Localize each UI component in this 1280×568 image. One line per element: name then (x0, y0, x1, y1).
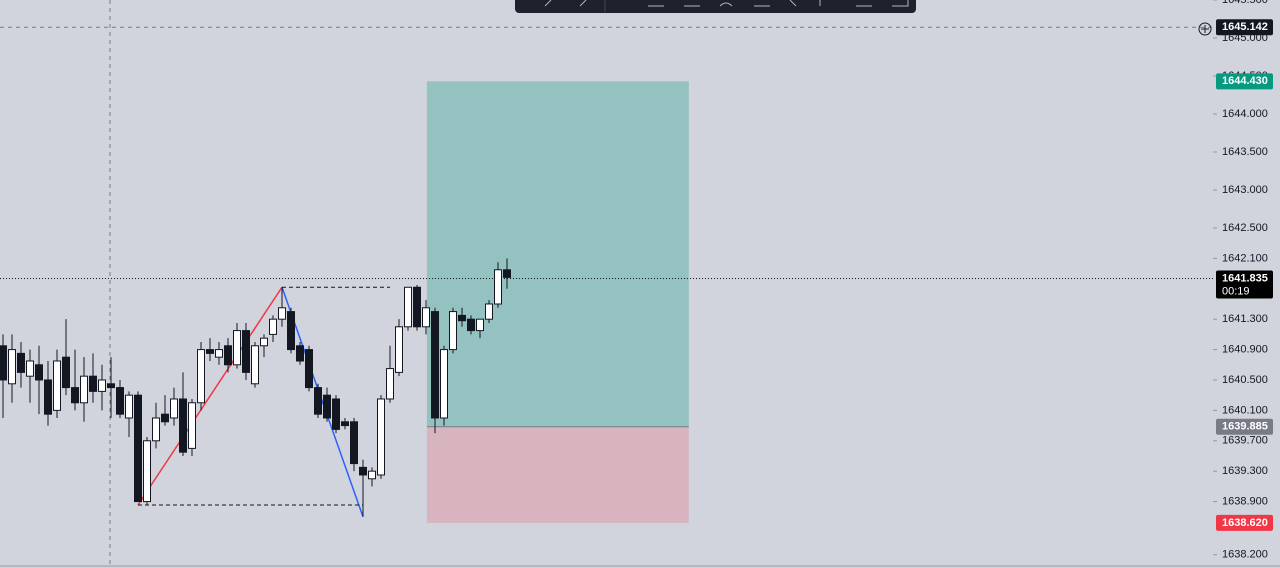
candle-body (251, 345, 259, 385)
y-tick-label: 1643.500 (1222, 146, 1268, 158)
crosshair-plus[interactable] (1198, 22, 1212, 36)
candle-body (449, 311, 457, 351)
price-badge-label: 1639.885 (1222, 421, 1268, 433)
price-badge-label: 1644.430 (1222, 75, 1268, 87)
drawing-toolbar[interactable] (515, 0, 916, 13)
candle-body (458, 314, 466, 322)
candle-body (152, 417, 160, 442)
price-badge (1216, 514, 1273, 531)
candle-body (332, 398, 340, 430)
candle-body (440, 349, 448, 419)
candle-body (170, 398, 178, 419)
candle-body (125, 394, 133, 419)
y-tick-label: 1643.000 (1222, 184, 1268, 196)
candle-body (44, 379, 52, 415)
price-badge (1216, 73, 1273, 90)
candle-body (8, 349, 16, 385)
candle-body (359, 466, 367, 476)
candle-body (296, 345, 304, 362)
candle-body (386, 368, 394, 400)
candle-body (0, 345, 7, 381)
candle-body (278, 307, 286, 320)
position-loss (426, 426, 689, 523)
candle-body (314, 387, 322, 415)
candle-body (260, 337, 268, 347)
candle-body (26, 360, 34, 377)
candle-body (305, 349, 313, 389)
toolbar-icons (544, 0, 909, 7)
y-tick-label: 1641.300 (1222, 313, 1268, 325)
candle-body (35, 364, 43, 381)
price-badge-label: 1641.835 (1222, 272, 1268, 284)
candle-body (350, 421, 358, 465)
candle-body (233, 330, 241, 366)
candle-body (395, 326, 403, 373)
y-tick-label: 1639.300 (1222, 465, 1268, 477)
price-badge (1216, 418, 1273, 435)
candle-body (143, 440, 151, 503)
price-badge (1216, 270, 1273, 299)
y-tick-label: 1640.100 (1222, 404, 1268, 416)
candle-body (503, 269, 511, 278)
candle-body (53, 360, 61, 411)
zigzag-leg (281, 287, 364, 518)
candle-body (17, 352, 25, 373)
y-tick-label: 1645.500 (1222, 0, 1268, 6)
candle-body (62, 356, 70, 389)
candle-body (485, 303, 493, 320)
candle-body (161, 413, 169, 423)
y-tick-label: 1638.900 (1222, 495, 1268, 507)
y-tick-label: 1640.500 (1222, 374, 1268, 386)
candle-body (179, 398, 187, 453)
candle-body (404, 286, 412, 328)
candle-body (98, 379, 106, 392)
candle-body (287, 311, 295, 351)
y-tick-label: 1644.000 (1222, 108, 1268, 120)
candle-body (242, 330, 250, 373)
price-badge (1216, 19, 1273, 36)
candle-body (368, 470, 376, 480)
zigzag-leg (137, 286, 283, 506)
y-tick-label: 1640.900 (1222, 343, 1268, 355)
candle-body (431, 311, 439, 419)
candle-body (188, 402, 196, 449)
candle-body (80, 375, 88, 404)
price-badge-label: 1645.142 (1222, 21, 1268, 33)
candle-body (224, 345, 232, 366)
candle-body (206, 349, 214, 354)
candle-body (269, 318, 277, 335)
candle-body (215, 349, 223, 358)
y-tick-label: 1638.200 (1222, 549, 1268, 561)
candle-body (476, 318, 484, 332)
y-tick-label: 1642.100 (1222, 252, 1268, 264)
candle-body (377, 398, 385, 476)
candle-body (197, 349, 205, 404)
candle-body (422, 307, 430, 328)
candle-body (494, 269, 502, 305)
candle-body (116, 387, 124, 415)
price-badge-label: 1638.620 (1222, 517, 1268, 529)
candle-body (323, 394, 331, 419)
candle-body (71, 387, 79, 404)
position-profit (426, 81, 689, 427)
candle-body (467, 318, 475, 332)
candle-body (89, 375, 97, 392)
y-tick-label: 1642.500 (1222, 222, 1268, 234)
candle-body (107, 383, 115, 389)
candle-body (134, 394, 142, 503)
countdown-label: 00:19 (1222, 285, 1250, 297)
candle-body (341, 421, 349, 427)
y-tick-label: 1639.700 (1222, 435, 1268, 447)
toolbar-bg (515, 0, 916, 13)
candle-body (413, 286, 421, 328)
